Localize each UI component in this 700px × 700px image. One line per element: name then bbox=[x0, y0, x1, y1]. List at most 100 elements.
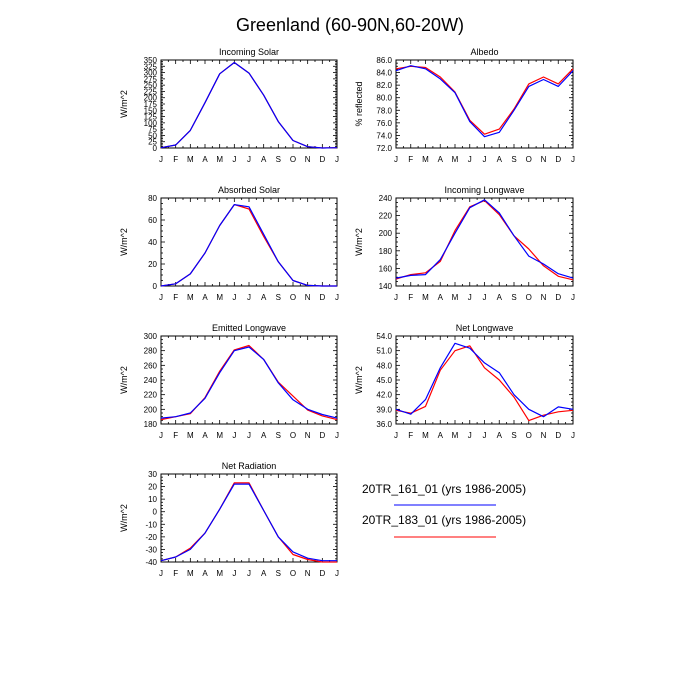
y-axis-label: W/m^2 bbox=[354, 228, 364, 256]
y-tick-label: 350 bbox=[144, 56, 158, 65]
y-tick-label: 0 bbox=[153, 508, 158, 517]
x-tick-label: J bbox=[247, 293, 251, 302]
x-tick-label: M bbox=[216, 569, 223, 578]
x-tick-label: M bbox=[422, 155, 429, 164]
y-tick-label: 20 bbox=[148, 483, 157, 492]
x-tick-label: J bbox=[335, 293, 339, 302]
x-tick-label: A bbox=[438, 293, 444, 302]
x-tick-label: S bbox=[511, 293, 516, 302]
x-tick-label: S bbox=[276, 569, 281, 578]
panel-title: Incoming Solar bbox=[219, 47, 279, 57]
x-tick-label: D bbox=[319, 293, 325, 302]
y-tick-label: 48.0 bbox=[376, 361, 392, 370]
x-tick-label: A bbox=[261, 155, 267, 164]
y-tick-label: -20 bbox=[145, 533, 157, 542]
y-tick-label: 51.0 bbox=[376, 347, 392, 356]
panel-title: Incoming Longwave bbox=[444, 185, 524, 195]
x-tick-label: S bbox=[276, 155, 281, 164]
x-tick-label: A bbox=[261, 293, 267, 302]
plot-frame bbox=[395, 335, 574, 425]
y-tick-label: 78.0 bbox=[376, 106, 392, 115]
x-tick-label: A bbox=[438, 431, 444, 440]
series-line-2 bbox=[395, 65, 574, 135]
y-axis-label: W/m^2 bbox=[119, 504, 129, 532]
series-line-1 bbox=[395, 65, 574, 138]
x-tick-label: J bbox=[247, 569, 251, 578]
y-tick-label: 30 bbox=[148, 470, 157, 479]
y-tick-label: 25 bbox=[148, 138, 157, 147]
panel-title: Emitted Longwave bbox=[212, 323, 286, 333]
plot-frame bbox=[395, 59, 574, 149]
x-tick-label: S bbox=[511, 431, 516, 440]
x-tick-label: M bbox=[422, 431, 429, 440]
y-axis-label: W/m^2 bbox=[119, 228, 129, 256]
x-tick-label: J bbox=[335, 155, 339, 164]
x-tick-label: O bbox=[290, 431, 296, 440]
y-tick-label: 80 bbox=[148, 194, 157, 203]
panel-title: Albedo bbox=[470, 47, 498, 57]
y-axis-label: W/m^2 bbox=[119, 90, 129, 118]
x-tick-label: F bbox=[173, 155, 178, 164]
series-line-1 bbox=[160, 483, 337, 562]
y-tick-label: 50 bbox=[148, 131, 157, 140]
y-tick-label: -30 bbox=[145, 545, 157, 554]
y-tick-label: 80.0 bbox=[376, 94, 392, 103]
y-tick-label: 10 bbox=[148, 495, 157, 504]
x-tick-label: J bbox=[483, 155, 487, 164]
x-tick-label: M bbox=[452, 293, 459, 302]
y-tick-label: 140 bbox=[379, 282, 393, 291]
y-tick-label: 72.0 bbox=[376, 144, 392, 153]
series-line-2 bbox=[160, 61, 338, 149]
x-tick-label: J bbox=[394, 155, 398, 164]
series-line-1 bbox=[160, 61, 338, 149]
x-tick-label: M bbox=[187, 569, 194, 578]
series-line-2 bbox=[395, 200, 574, 281]
series-line-2 bbox=[160, 344, 338, 421]
series-line-1 bbox=[395, 342, 574, 418]
x-tick-label: N bbox=[305, 293, 311, 302]
legend-label-1: 20TR_183_01 (yrs 1986-2005) bbox=[362, 513, 526, 527]
y-tick-label: 40 bbox=[148, 238, 157, 247]
y-tick-label: 260 bbox=[144, 361, 158, 370]
x-tick-label: O bbox=[290, 155, 296, 164]
x-tick-label: N bbox=[541, 431, 547, 440]
x-tick-label: O bbox=[290, 293, 296, 302]
x-tick-label: D bbox=[555, 155, 561, 164]
plot-frame bbox=[160, 197, 338, 287]
series-line-2 bbox=[395, 345, 574, 422]
x-tick-label: N bbox=[305, 155, 311, 164]
y-tick-label: 150 bbox=[144, 106, 158, 115]
y-tick-label: -40 bbox=[145, 558, 157, 567]
x-tick-label: S bbox=[511, 155, 516, 164]
legend: 20TR_161_01 (yrs 1986-2005) 20TR_183_01 … bbox=[362, 482, 526, 538]
x-tick-label: A bbox=[202, 155, 208, 164]
y-tick-label: 300 bbox=[144, 69, 158, 78]
y-tick-label: 82.0 bbox=[376, 81, 392, 90]
x-tick-label: A bbox=[202, 569, 208, 578]
y-tick-label: 220 bbox=[379, 212, 393, 221]
x-tick-label: J bbox=[468, 293, 472, 302]
y-tick-label: 300 bbox=[144, 332, 158, 341]
x-tick-label: A bbox=[497, 431, 503, 440]
x-tick-label: J bbox=[468, 431, 472, 440]
x-tick-label: J bbox=[394, 293, 398, 302]
x-tick-label: D bbox=[319, 569, 325, 578]
x-tick-label: F bbox=[173, 293, 178, 302]
x-tick-label: M bbox=[187, 431, 194, 440]
y-tick-label: 250 bbox=[144, 81, 158, 90]
x-tick-label: S bbox=[276, 431, 281, 440]
y-tick-label: 280 bbox=[144, 347, 158, 356]
x-tick-label: J bbox=[571, 293, 575, 302]
x-tick-label: J bbox=[247, 431, 251, 440]
x-tick-label: J bbox=[159, 569, 163, 578]
y-tick-label: 76.0 bbox=[376, 119, 392, 128]
x-tick-label: J bbox=[483, 431, 487, 440]
x-tick-label: F bbox=[173, 569, 178, 578]
y-axis-label: W/m^2 bbox=[354, 366, 364, 394]
x-tick-label: N bbox=[305, 431, 311, 440]
y-tick-label: 220 bbox=[144, 391, 158, 400]
x-tick-label: F bbox=[173, 431, 178, 440]
